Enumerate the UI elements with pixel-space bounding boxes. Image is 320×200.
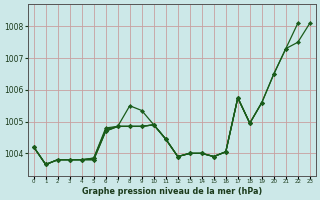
X-axis label: Graphe pression niveau de la mer (hPa): Graphe pression niveau de la mer (hPa) [82, 187, 262, 196]
